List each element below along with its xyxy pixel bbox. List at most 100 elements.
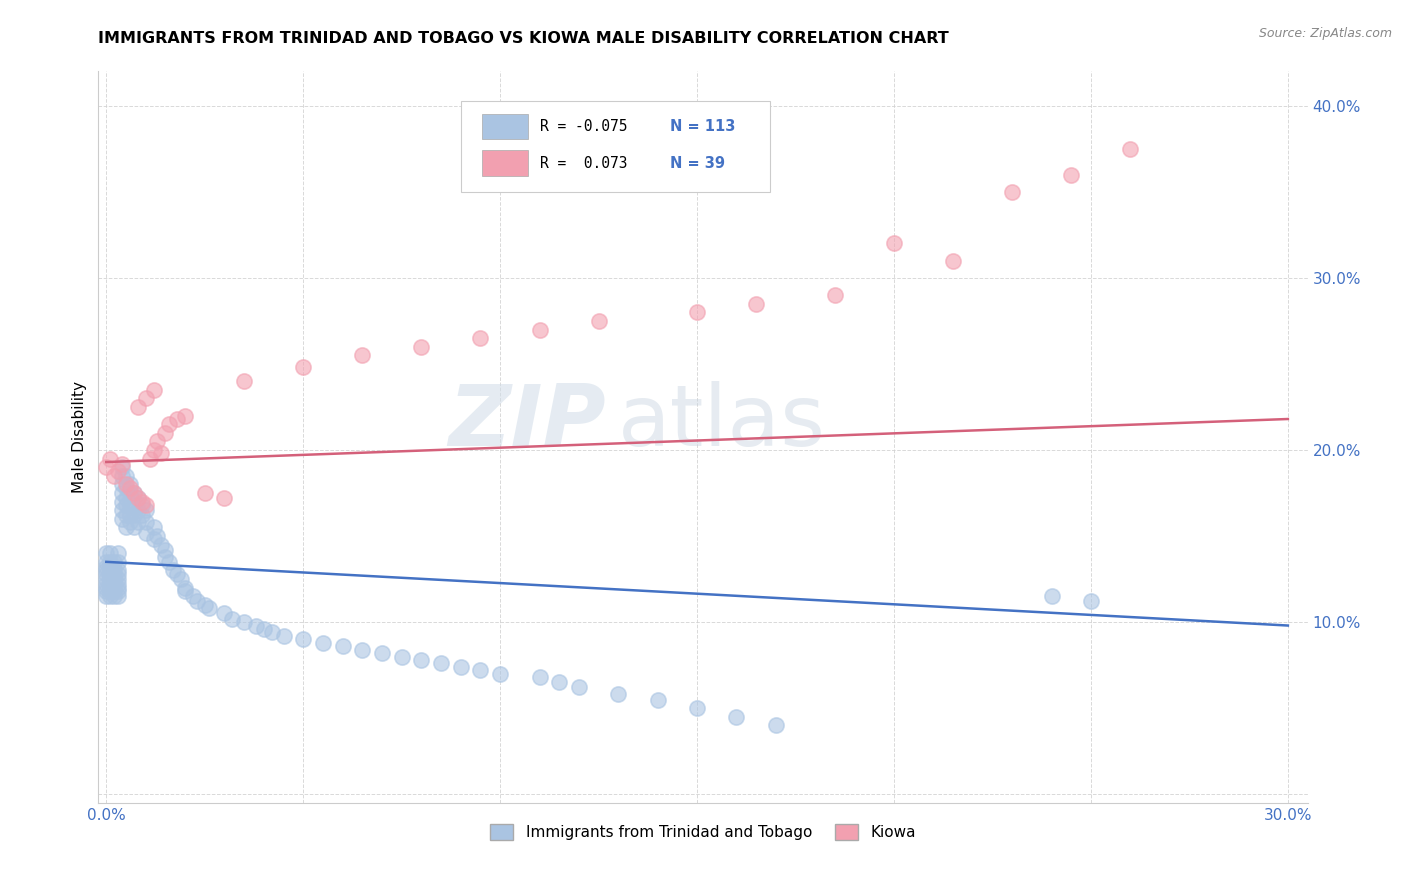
Point — [118, 508, 141, 523]
Point — [98, 560, 121, 574]
Point — [96, 460, 118, 475]
Point — [174, 584, 197, 599]
Point — [157, 555, 180, 569]
Point — [131, 508, 153, 523]
Point — [118, 498, 141, 512]
Point — [411, 653, 433, 667]
Point — [111, 486, 134, 500]
Point — [115, 477, 138, 491]
Point — [107, 581, 129, 595]
Point — [131, 498, 153, 512]
Point — [135, 498, 157, 512]
Point — [107, 464, 129, 478]
Point — [292, 632, 315, 647]
Point — [588, 314, 610, 328]
Point — [221, 612, 243, 626]
Text: ZIP: ZIP — [449, 381, 606, 464]
Point — [1040, 589, 1063, 603]
Point — [103, 581, 125, 595]
Y-axis label: Male Disability: Male Disability — [72, 381, 87, 493]
Point — [142, 533, 165, 547]
Point — [135, 503, 157, 517]
Point — [470, 331, 492, 345]
Point — [103, 555, 125, 569]
Point — [146, 529, 169, 543]
Point — [883, 236, 905, 251]
Point — [98, 566, 121, 581]
Text: atlas: atlas — [619, 381, 827, 464]
Text: Source: ZipAtlas.com: Source: ZipAtlas.com — [1258, 27, 1392, 40]
Point — [103, 566, 125, 581]
Point — [107, 546, 129, 560]
Point — [686, 305, 709, 319]
Point — [529, 322, 551, 336]
Point — [96, 555, 118, 569]
Point — [142, 383, 165, 397]
Point — [181, 589, 204, 603]
Point — [122, 498, 145, 512]
Point — [96, 546, 118, 560]
Point — [725, 710, 748, 724]
Point — [107, 584, 129, 599]
Point — [155, 542, 177, 557]
Point — [352, 642, 374, 657]
Point — [115, 481, 138, 495]
Point — [174, 581, 197, 595]
Point — [122, 486, 145, 500]
Point — [118, 481, 141, 495]
Point — [765, 718, 787, 732]
Point — [96, 566, 118, 581]
Point — [150, 538, 173, 552]
Point — [135, 525, 157, 540]
Point — [111, 494, 134, 508]
Point — [103, 468, 125, 483]
Point — [118, 486, 141, 500]
Point — [122, 508, 145, 523]
Point — [115, 520, 138, 534]
Point — [450, 660, 472, 674]
Point — [942, 253, 965, 268]
Point — [127, 491, 149, 505]
Point — [607, 687, 630, 701]
Point — [127, 491, 149, 505]
Point — [142, 520, 165, 534]
Point — [115, 468, 138, 483]
Point — [529, 670, 551, 684]
Point — [107, 577, 129, 591]
Text: IMMIGRANTS FROM TRINIDAD AND TOBAGO VS KIOWA MALE DISABILITY CORRELATION CHART: IMMIGRANTS FROM TRINIDAD AND TOBAGO VS K… — [98, 31, 949, 46]
Point — [371, 646, 394, 660]
Point — [157, 417, 180, 432]
Point — [233, 374, 256, 388]
Point — [111, 512, 134, 526]
Point — [135, 392, 157, 406]
Point — [260, 625, 283, 640]
Point — [103, 584, 125, 599]
Point — [233, 615, 256, 629]
Point — [103, 572, 125, 586]
Point — [138, 451, 160, 466]
Text: R = -0.075: R = -0.075 — [540, 120, 627, 135]
Point — [146, 434, 169, 449]
Point — [155, 549, 177, 564]
Point — [194, 598, 217, 612]
Point — [162, 564, 184, 578]
Point — [127, 503, 149, 517]
Point — [111, 503, 134, 517]
Point — [352, 348, 374, 362]
Point — [1080, 594, 1102, 608]
Point — [96, 564, 118, 578]
Point — [96, 577, 118, 591]
Text: N = 39: N = 39 — [671, 156, 725, 171]
Point — [214, 607, 236, 621]
Point — [98, 451, 121, 466]
Point — [686, 701, 709, 715]
Point — [470, 663, 492, 677]
Point — [111, 460, 134, 475]
Point — [548, 675, 571, 690]
Point — [98, 564, 121, 578]
Point — [118, 477, 141, 491]
Legend: Immigrants from Trinidad and Tobago, Kiowa: Immigrants from Trinidad and Tobago, Kio… — [484, 818, 922, 847]
Point — [273, 629, 295, 643]
Point — [111, 477, 134, 491]
Point — [186, 594, 208, 608]
